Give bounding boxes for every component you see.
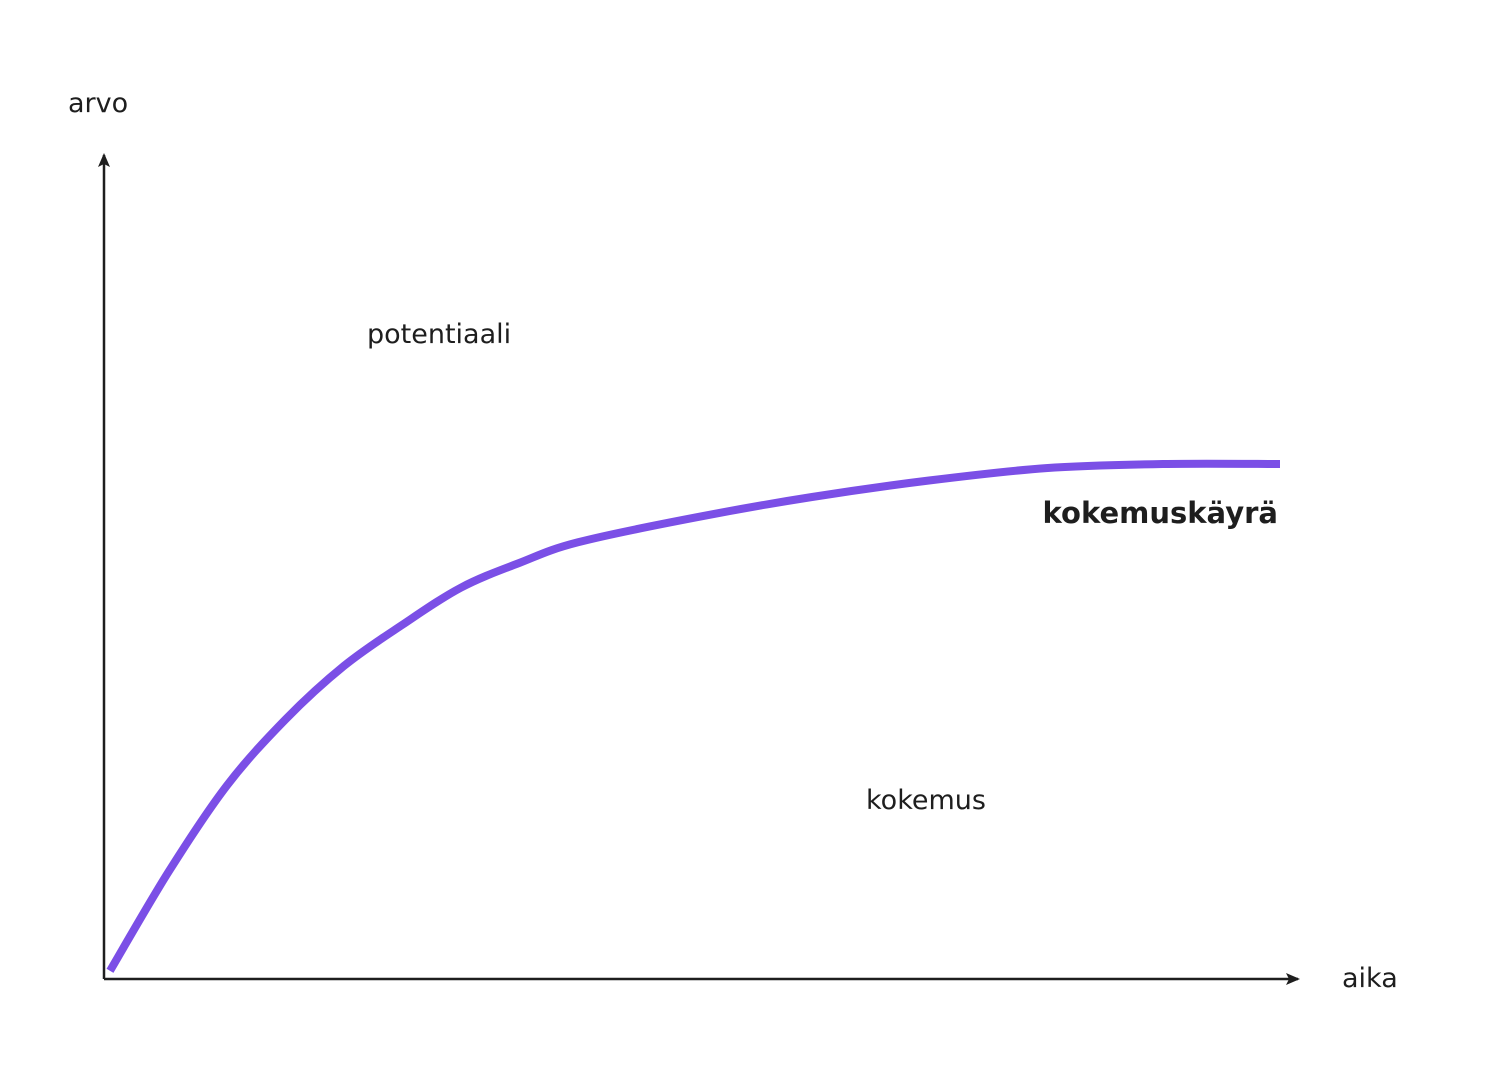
x-axis-label: aika: [1342, 963, 1398, 994]
experience-curve-line: [106, 459, 1281, 973]
experience-region-label: kokemus: [866, 785, 986, 816]
y-axis-label: arvo: [68, 88, 128, 119]
series-label-kokemuskayra: kokemuskäyrä: [1043, 496, 1278, 530]
potential-region-label: potentiaali: [367, 319, 511, 350]
